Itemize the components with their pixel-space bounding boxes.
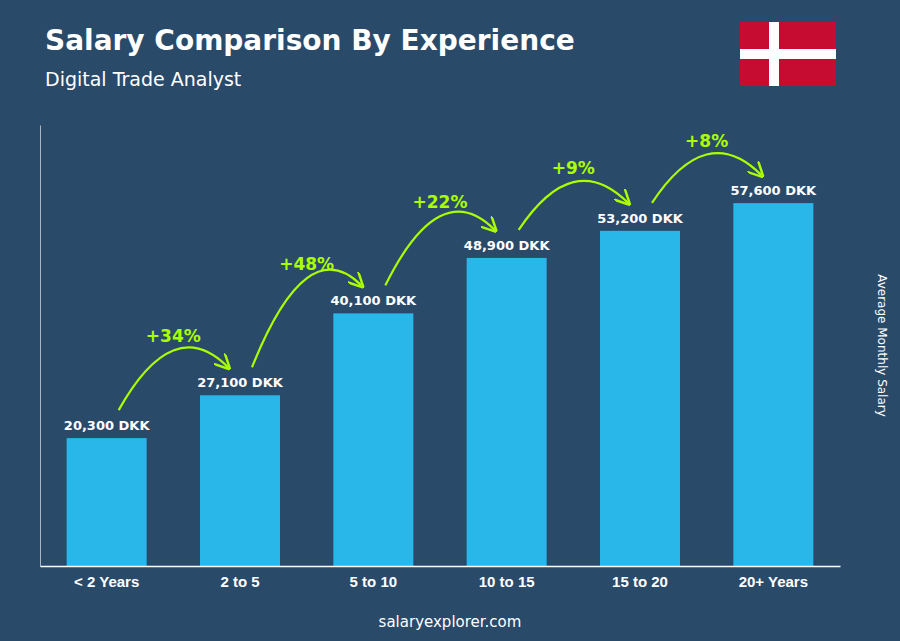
bar	[333, 313, 413, 566]
x-tick-label: 15 to 20	[612, 573, 668, 590]
footer: salaryexplorer.com	[379, 613, 522, 631]
x-axis: < 2 Years 2 to 5 5 to 10 10 to 15 15 to 20 20…	[41, 566, 841, 590]
x-tick-label: 5 to 10	[350, 573, 398, 590]
x-tick: 15 to 20	[612, 566, 668, 590]
change-arrow	[652, 153, 761, 203]
x-tick: < 2 Years	[74, 566, 139, 590]
chart-canvas: Salary Comparison By Experience Digital T…	[0, 0, 900, 641]
subtitle: Digital Trade Analyst	[45, 68, 241, 90]
x-axis-line	[41, 566, 841, 568]
bar	[200, 395, 280, 566]
annotation: +34%	[146, 326, 201, 346]
change-arrow	[519, 181, 628, 230]
data-label: 48,900 DKK	[464, 238, 551, 253]
x-tick: 10 to 15	[479, 566, 535, 590]
bar	[733, 203, 813, 566]
annotation: +8%	[685, 131, 728, 151]
data-label: 57,600 DKK	[731, 183, 818, 198]
x-tick: 5 to 10	[350, 566, 398, 590]
flag-field	[740, 22, 836, 86]
x-tick-label: 20+ Years	[739, 573, 808, 590]
change-arrow	[385, 212, 494, 286]
bars	[67, 203, 814, 566]
data-label: 20,300 DKK	[64, 418, 151, 433]
x-tick: 2 to 5	[220, 566, 259, 590]
x-tick-label: 10 to 15	[479, 573, 535, 590]
annotation: +9%	[552, 158, 595, 178]
change-arrow	[252, 270, 361, 368]
y-axis	[40, 126, 41, 567]
annotation: +22%	[413, 192, 468, 212]
annotations: +34% +48% +22% +9% +8%	[119, 131, 762, 411]
plot-area: < 2 Years 2 to 5 5 to 10 10 to 15 15 to 20 20…	[41, 126, 841, 590]
bar	[467, 258, 547, 566]
bar	[600, 231, 680, 566]
data-label: 40,100 DKK	[331, 293, 418, 308]
data-label: 27,100 DKK	[197, 375, 284, 390]
data-label: 53,200 DKK	[597, 211, 684, 226]
x-tick-label: 2 to 5	[220, 573, 259, 590]
flag-cross	[740, 49, 836, 59]
x-tick: 20+ Years	[739, 566, 808, 590]
flag	[740, 22, 836, 86]
bar	[67, 438, 147, 566]
change-arrow	[119, 347, 228, 410]
data-labels: 20,300 DKK 27,100 DKK 40,100 DKK 48,900 DKK…	[64, 183, 817, 433]
y-axis-label: Average Monthly Salary	[875, 274, 889, 417]
title: Salary Comparison By Experience	[45, 24, 575, 57]
y-axis-line	[40, 126, 41, 567]
annotation: +48%	[279, 254, 334, 274]
x-tick-label: < 2 Years	[74, 573, 139, 590]
